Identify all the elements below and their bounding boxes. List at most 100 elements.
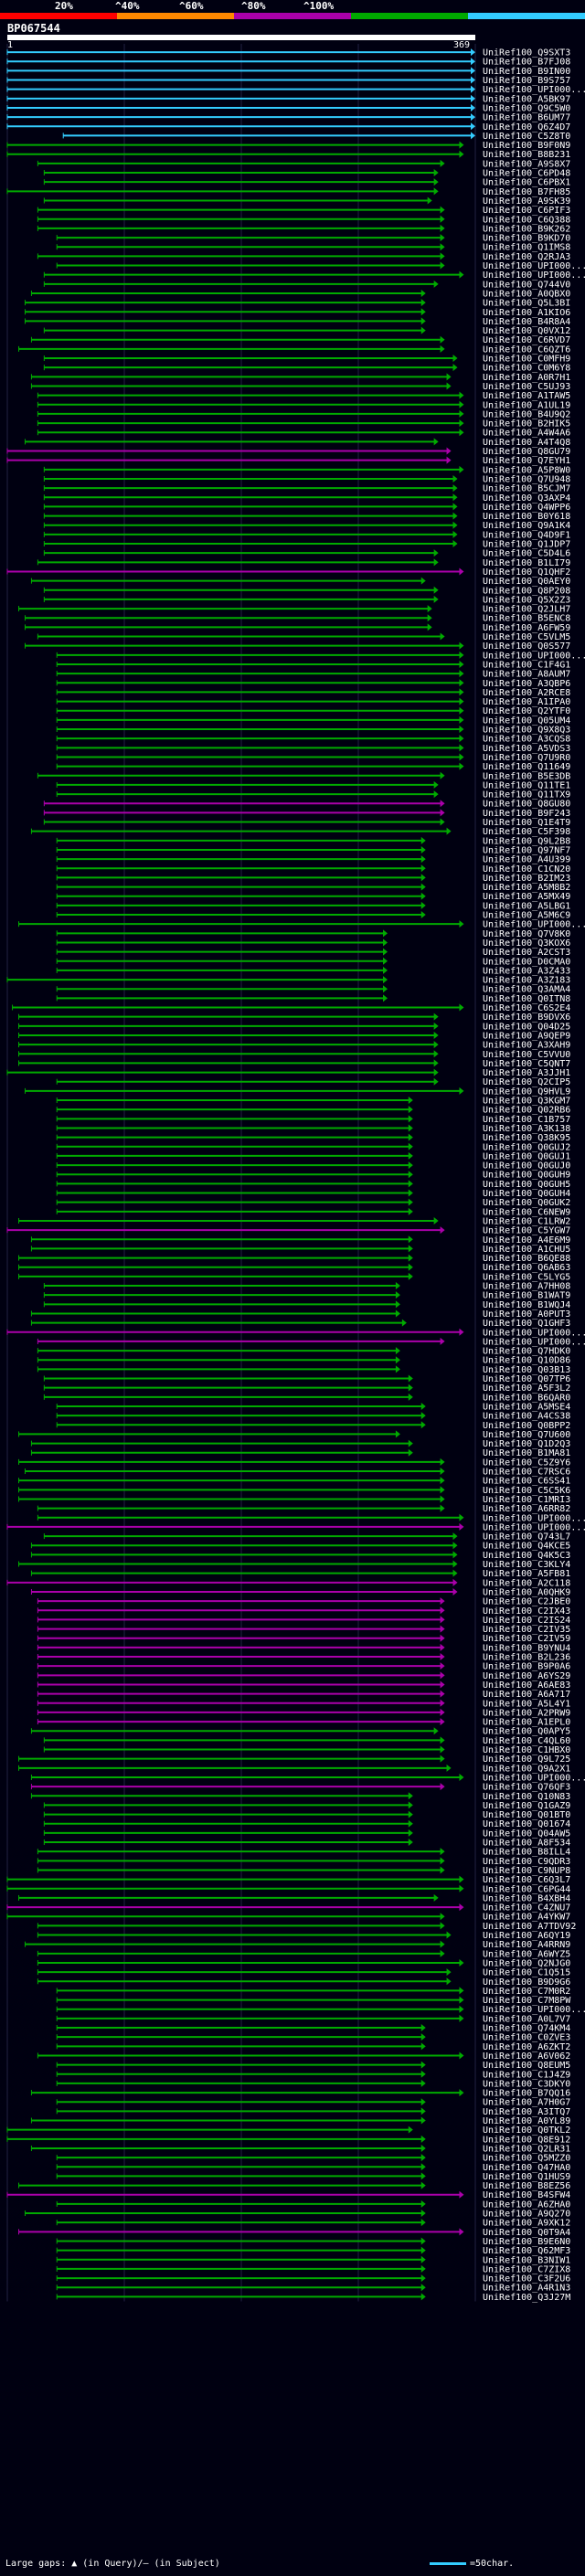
hit-label[interactable]: UniRef100_C1HBX0 bbox=[483, 1745, 570, 1755]
hit-label[interactable]: UniRef100_B4SFW4 bbox=[483, 2190, 570, 2200]
hit-label[interactable]: UniRef100_Q03B13 bbox=[483, 1365, 570, 1375]
hit-label[interactable]: UniRef100_A4T4Q8 bbox=[483, 438, 570, 448]
hit-label[interactable]: UniRef100_C2IV35 bbox=[483, 1625, 570, 1635]
hit-label[interactable]: UniRef100_UPI000... bbox=[483, 1328, 585, 1338]
hit-label[interactable]: UniRef100_C3KLY4 bbox=[483, 1560, 570, 1570]
hit-label[interactable]: UniRef100_Q1GAZ9 bbox=[483, 1801, 570, 1811]
hit-label[interactable]: UniRef100_C7RSC6 bbox=[483, 1468, 570, 1478]
hit-label[interactable]: UniRef100_Q10N83 bbox=[483, 1792, 570, 1802]
hit-label[interactable]: UniRef100_Q4D9F1 bbox=[483, 530, 570, 540]
hit-label[interactable]: UniRef100_Q7U9R0 bbox=[483, 753, 570, 763]
hit-label[interactable]: UniRef100_B6QAR0 bbox=[483, 1393, 570, 1403]
hit-label[interactable]: UniRef100_Q8GU80 bbox=[483, 800, 570, 810]
hit-label[interactable]: UniRef100_C5VLM5 bbox=[483, 632, 570, 642]
hit-label[interactable]: UniRef100_A0YL89 bbox=[483, 2116, 570, 2126]
hit-label[interactable]: UniRef100_Q3AXP4 bbox=[483, 493, 570, 504]
hit-label[interactable]: UniRef100_C6NEW9 bbox=[483, 1207, 570, 1217]
hit-label[interactable]: UniRef100_Q62MF3 bbox=[483, 2246, 570, 2256]
hit-label[interactable]: UniRef100_Q9A2X1 bbox=[483, 1764, 570, 1774]
hit-label[interactable]: UniRef100_UPI000... bbox=[483, 1522, 585, 1532]
hit-label[interactable]: UniRef100_C9QDR3 bbox=[483, 1857, 570, 1867]
hit-label[interactable]: UniRef100_Q0VX12 bbox=[483, 326, 570, 336]
hit-label[interactable]: UniRef100_B9YNU4 bbox=[483, 1643, 570, 1653]
hit-label[interactable]: UniRef100_B9KD70 bbox=[483, 234, 570, 244]
hit-label[interactable]: UniRef100_B9IN00 bbox=[483, 67, 570, 77]
hit-label[interactable]: UniRef100_B4XBH4 bbox=[483, 1893, 570, 1903]
hit-label[interactable]: UniRef100_A0QBX0 bbox=[483, 289, 570, 299]
hit-label[interactable]: UniRef100_A1IPA0 bbox=[483, 697, 570, 707]
hit-label[interactable]: UniRef100_Q0AEY0 bbox=[483, 577, 570, 587]
hit-label[interactable]: UniRef100_A4W4A6 bbox=[483, 429, 570, 439]
hit-label[interactable]: UniRef100_C6PG44 bbox=[483, 1884, 570, 1894]
hit-label[interactable]: UniRef100_Q3AMA4 bbox=[483, 985, 570, 995]
hit-label[interactable]: UniRef100_Q0GUH9 bbox=[483, 1171, 570, 1181]
hit-label[interactable]: UniRef100_A1UL19 bbox=[483, 400, 570, 410]
hit-label[interactable]: UniRef100_A2RCE8 bbox=[483, 688, 570, 698]
hit-label[interactable]: UniRef100_A5VDS3 bbox=[483, 744, 570, 754]
hit-label[interactable]: UniRef100_B9DVX6 bbox=[483, 1012, 570, 1023]
hit-label[interactable]: UniRef100_Q7V8K0 bbox=[483, 929, 570, 939]
hit-label[interactable]: UniRef100_A9S8X7 bbox=[483, 159, 570, 169]
hit-label[interactable]: UniRef100_Q4WPP6 bbox=[483, 503, 570, 513]
hit-label[interactable]: UniRef100_Q5L3BI bbox=[483, 299, 570, 309]
hit-label[interactable]: UniRef100_A3QBP6 bbox=[483, 679, 570, 689]
hit-label[interactable]: UniRef100_A6ZHA0 bbox=[483, 2200, 570, 2210]
hit-label[interactable]: UniRef100_Q0GUH5 bbox=[483, 1180, 570, 1190]
hit-label[interactable]: UniRef100_Q743L7 bbox=[483, 1532, 570, 1542]
hit-label[interactable]: UniRef100_Q9X8Q3 bbox=[483, 726, 570, 736]
hit-label[interactable]: UniRef100_Q4KCE5 bbox=[483, 1542, 570, 1552]
hit-label[interactable]: UniRef100_B4U9Q2 bbox=[483, 409, 570, 419]
hit-label[interactable]: UniRef100_Q0GUJ0 bbox=[483, 1161, 570, 1171]
hit-label[interactable]: UniRef100_Q11TE1 bbox=[483, 780, 570, 790]
hit-label[interactable]: UniRef100_A1CHU5 bbox=[483, 1245, 570, 1255]
hit-label[interactable]: UniRef100_A1TAW5 bbox=[483, 391, 570, 401]
hit-label[interactable]: UniRef100_C7M8PW bbox=[483, 1996, 571, 2006]
hit-label[interactable]: UniRef100_A7HH08 bbox=[483, 1282, 570, 1292]
hit-label[interactable]: UniRef100_UPI000... bbox=[483, 2005, 585, 2015]
hit-label[interactable]: UniRef100_Q7U600 bbox=[483, 1430, 570, 1440]
hit-label[interactable]: UniRef100_B4R8A4 bbox=[483, 317, 570, 327]
hit-label[interactable]: UniRef100_UPI000... bbox=[483, 85, 585, 95]
hit-label[interactable]: UniRef100_A3K138 bbox=[483, 1124, 570, 1134]
hit-label[interactable]: UniRef100_A5F3L2 bbox=[483, 1383, 570, 1394]
hit-label[interactable]: UniRef100_Q0ITN8 bbox=[483, 994, 570, 1004]
hit-label[interactable]: UniRef100_A3ITQ7 bbox=[483, 2107, 570, 2117]
hit-label[interactable]: UniRef100_A3Z183 bbox=[483, 976, 570, 986]
hit-label[interactable]: UniRef100_Q0GUJ2 bbox=[483, 1142, 570, 1152]
hit-label[interactable]: UniRef100_UPI000... bbox=[483, 1773, 585, 1783]
hit-label[interactable]: UniRef100_A8F534 bbox=[483, 1839, 570, 1849]
hit-label[interactable]: UniRef100_UPI000... bbox=[483, 270, 585, 281]
hit-label[interactable]: UniRef100_A5MSE4 bbox=[483, 1402, 570, 1412]
hit-label[interactable]: UniRef100_B9F243 bbox=[483, 809, 570, 819]
hit-label[interactable]: UniRef100_A6WYZ5 bbox=[483, 1949, 570, 1959]
hit-label[interactable]: UniRef100_C0M6Y8 bbox=[483, 364, 570, 374]
hit-label[interactable]: UniRef100_C6PIF3 bbox=[483, 206, 570, 216]
hit-label[interactable]: UniRef100_A5L4Y1 bbox=[483, 1699, 570, 1709]
hit-label[interactable]: UniRef100_C1B757 bbox=[483, 1115, 570, 1125]
hit-label[interactable]: UniRef100_B8ILL4 bbox=[483, 1848, 570, 1858]
hit-label[interactable]: UniRef100_Q8E912 bbox=[483, 2135, 570, 2145]
hit-label[interactable]: UniRef100_Q1D2Q3 bbox=[483, 1439, 570, 1449]
hit-label[interactable]: UniRef100_C6PBX1 bbox=[483, 178, 570, 188]
hit-label[interactable]: UniRef100_Q47HA0 bbox=[483, 2163, 570, 2173]
hit-label[interactable]: UniRef100_B9P0A6 bbox=[483, 1662, 570, 1672]
hit-label[interactable]: UniRef100_B7FJ08 bbox=[483, 58, 570, 68]
hit-label[interactable]: UniRef100_Q2LR31 bbox=[483, 2144, 570, 2154]
hit-label[interactable]: UniRef100_A5FB81 bbox=[483, 1569, 570, 1579]
hit-label[interactable]: UniRef100_C2IS24 bbox=[483, 1616, 570, 1626]
hit-label[interactable]: UniRef100_UPI000... bbox=[483, 920, 585, 930]
hit-label[interactable]: UniRef100_UPI000... bbox=[483, 651, 585, 661]
hit-label[interactable]: UniRef100_A1KIO6 bbox=[483, 308, 570, 318]
hit-label[interactable]: UniRef100_C6PD48 bbox=[483, 169, 570, 179]
hit-label[interactable]: UniRef100_A0R7H1 bbox=[483, 373, 570, 383]
hit-label[interactable]: UniRef100_A6A717 bbox=[483, 1690, 570, 1700]
hit-label[interactable]: UniRef100_C3DKY0 bbox=[483, 2079, 570, 2089]
hit-label[interactable]: UniRef100_Q8EUM5 bbox=[483, 2061, 570, 2071]
hit-label[interactable]: UniRef100_Q04D25 bbox=[483, 1022, 570, 1032]
hit-label[interactable]: UniRef100_Q8GU79 bbox=[483, 447, 570, 457]
hit-label[interactable]: UniRef100_Q01BT0 bbox=[483, 1810, 570, 1820]
hit-label[interactable]: UniRef100_B6UM77 bbox=[483, 113, 570, 123]
hit-label[interactable]: UniRef100_B2IM23 bbox=[483, 874, 570, 884]
hit-label[interactable]: UniRef100_B7FH85 bbox=[483, 187, 570, 197]
hit-label[interactable]: UniRef100_D0CMA0 bbox=[483, 957, 570, 967]
